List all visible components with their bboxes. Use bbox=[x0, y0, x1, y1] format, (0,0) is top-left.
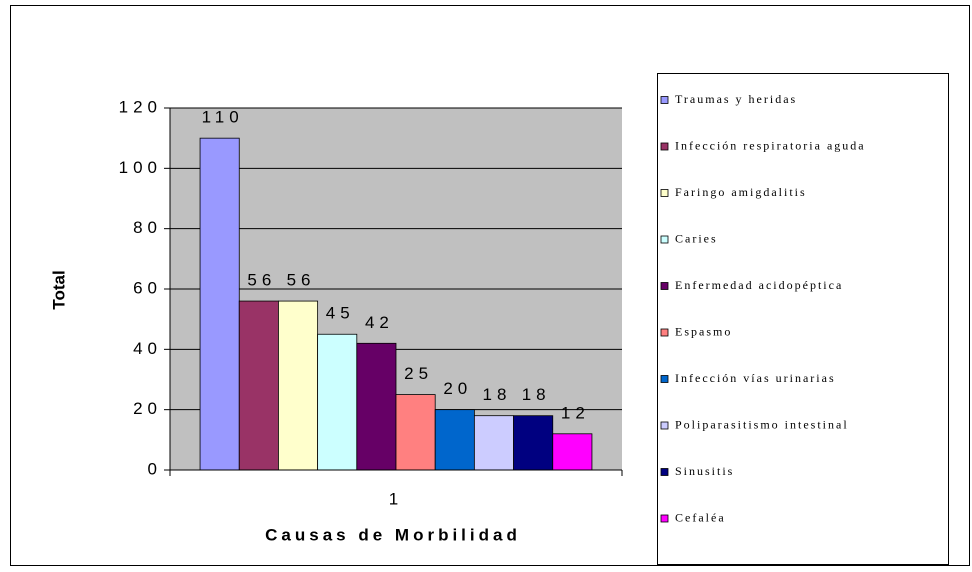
y-tick-label: 120 bbox=[119, 97, 162, 116]
bar bbox=[278, 300, 319, 471]
legend-swatch bbox=[660, 328, 669, 337]
bar bbox=[199, 137, 240, 471]
y-tick-label: 80 bbox=[133, 218, 162, 237]
legend-label: Sinusitis bbox=[675, 464, 734, 478]
y-tick-label: 60 bbox=[133, 278, 162, 297]
bar bbox=[317, 333, 358, 471]
legend-label: Traumas y heridas bbox=[675, 92, 797, 106]
legend-swatch bbox=[660, 514, 669, 523]
data-label: 56 bbox=[247, 271, 276, 290]
legend-label: Faringo amigdalitis bbox=[675, 185, 807, 199]
legend-label: Poliparasitismo intestinal bbox=[675, 417, 849, 431]
legend-swatch bbox=[660, 282, 669, 290]
bar bbox=[434, 409, 475, 471]
bar bbox=[552, 433, 593, 471]
y-tick-label: 100 bbox=[119, 158, 162, 177]
data-label: 42 bbox=[365, 313, 394, 332]
x-tick-label: 1 bbox=[389, 489, 403, 508]
data-label: 25 bbox=[404, 364, 433, 383]
data-label: 56 bbox=[287, 271, 316, 290]
x-axis-title: Causas de Morbilidad bbox=[265, 525, 521, 544]
data-label: 18 bbox=[483, 385, 512, 404]
bar bbox=[513, 415, 554, 471]
legend-swatch bbox=[660, 96, 669, 104]
legend-swatch bbox=[660, 375, 669, 383]
legend-label: Cefaléa bbox=[675, 510, 726, 524]
data-label: 110 bbox=[202, 108, 244, 127]
legend-label: Infección respiratoria aguda bbox=[675, 138, 866, 152]
data-label: 45 bbox=[326, 304, 355, 323]
bar bbox=[356, 342, 397, 471]
y-tick-label: 40 bbox=[133, 339, 162, 358]
legend-label: Caries bbox=[675, 231, 718, 245]
legend-swatch bbox=[660, 189, 669, 197]
y-tick-label: 20 bbox=[133, 399, 162, 418]
bar bbox=[395, 394, 436, 471]
data-label: 20 bbox=[443, 379, 472, 398]
legend-label: Enfermedad acidopéptica bbox=[675, 278, 843, 292]
legend-box bbox=[657, 73, 949, 565]
y-tick-label: 0 bbox=[148, 459, 162, 478]
data-label: 18 bbox=[522, 385, 551, 404]
bar bbox=[473, 415, 514, 471]
bar bbox=[238, 300, 279, 471]
legend-swatch bbox=[660, 235, 669, 244]
legend-swatch bbox=[660, 142, 669, 151]
legend-label: Infección vías urinarias bbox=[675, 371, 836, 385]
legend-swatch bbox=[660, 468, 669, 476]
legend-label: Espasmo bbox=[675, 324, 732, 338]
y-axis-title: Total bbox=[49, 270, 68, 309]
data-label: 12 bbox=[561, 403, 590, 422]
legend-swatch bbox=[660, 421, 669, 430]
